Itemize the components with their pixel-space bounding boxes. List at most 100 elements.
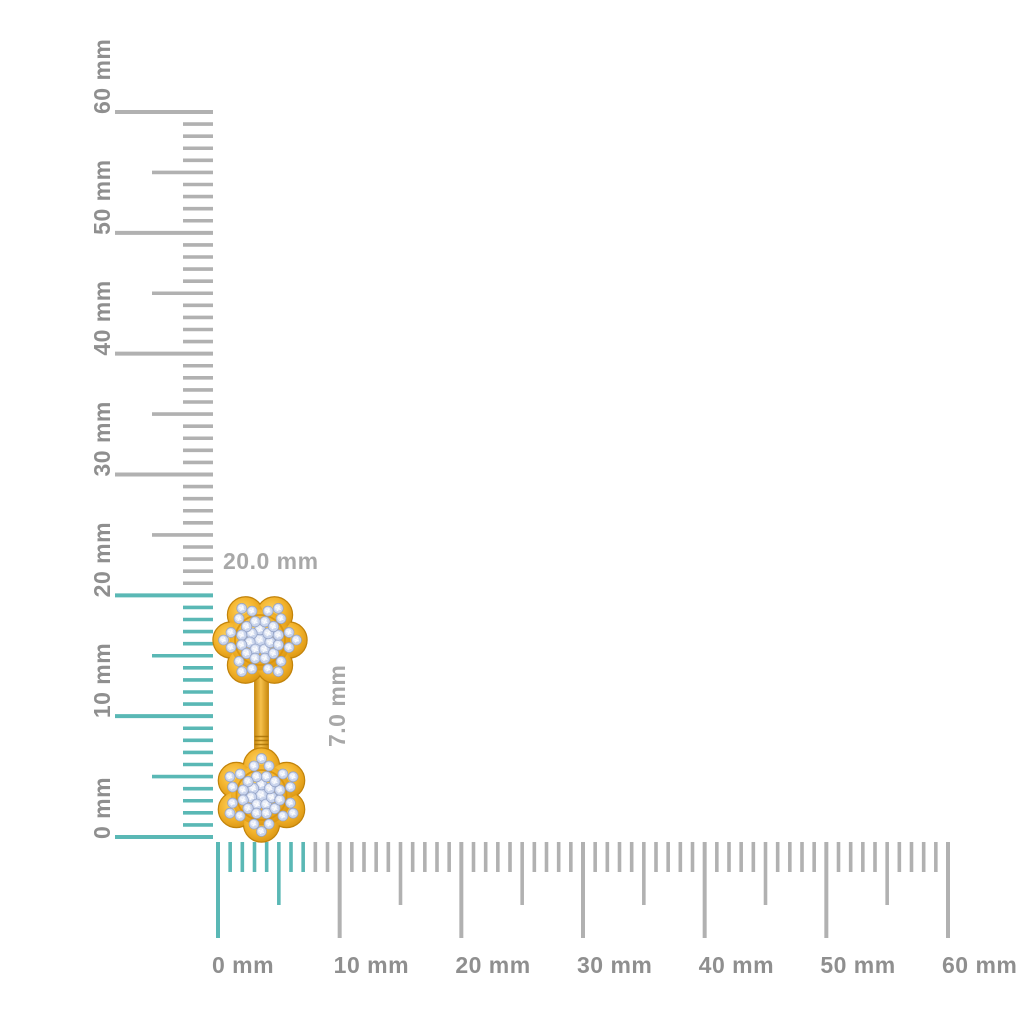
diamond-sparkle <box>237 771 243 777</box>
ruler-label: 0 mm <box>89 777 115 839</box>
diamond-sparkle <box>252 646 259 653</box>
diamond-sparkle <box>267 639 274 646</box>
diamond-sparkle <box>287 800 294 806</box>
gold-inner-ring <box>234 614 286 666</box>
connector-bar-body <box>254 669 269 753</box>
diamond-sparkle <box>263 801 269 808</box>
diamond-sparkle <box>265 630 272 637</box>
diamond-sparkle <box>278 615 284 622</box>
diamond-sparkle <box>277 787 283 793</box>
diamond-sparkle <box>243 623 250 630</box>
jewelry-earring <box>212 596 308 843</box>
ruler-label: 30 mm <box>89 401 115 476</box>
diamond-sparkle <box>266 763 272 769</box>
ruler-label: 20 mm <box>89 522 115 597</box>
diamond-sparkle <box>249 608 255 614</box>
diamond-sparkle <box>245 778 251 785</box>
width-annotation: 7.0 mm <box>324 665 350 747</box>
diamond-sparkle <box>290 774 296 780</box>
diamond-sparkle <box>270 650 277 657</box>
diamond-sparkle <box>275 605 281 612</box>
diamond-sparkle <box>253 773 260 780</box>
ruler-label: 40 mm <box>699 952 774 978</box>
diamond-sparkle <box>277 797 283 803</box>
diamond-sparkle <box>239 605 245 612</box>
height-annotation: 20.0 mm <box>223 548 319 574</box>
vertical-ruler: 0 mm 10 mm 20 mm 30 mm 40 mm 50 mm 60 mm <box>89 39 213 839</box>
diamond-sparkle <box>228 644 234 651</box>
ruler-label: 50 mm <box>820 952 895 978</box>
diamond-sparkle <box>251 763 257 769</box>
diamond-sparkle <box>290 810 296 816</box>
diamond-sparkle <box>280 771 286 777</box>
diamond-sparkle <box>265 666 271 672</box>
diamond-sparkle <box>272 778 278 785</box>
ruler-label: 30 mm <box>577 952 652 978</box>
diamond-sparkle <box>254 801 260 808</box>
connector-bar <box>254 669 269 753</box>
diamond-sparkle <box>240 787 246 793</box>
diamond-sparkle <box>266 821 272 827</box>
diamond-sparkle <box>252 618 258 625</box>
diamond-sparkle <box>240 797 246 803</box>
diamond-sparkle <box>272 805 278 812</box>
diamond-sparkle <box>268 794 275 801</box>
ruler-label: 0 mm <box>212 952 274 978</box>
diamond-sparkle <box>287 784 294 790</box>
diamond-sparkle <box>261 646 268 653</box>
diamond-sparkle <box>286 629 292 636</box>
diamond-sparkle <box>278 658 284 665</box>
diamond-sparkle <box>258 828 265 835</box>
ruler-label: 50 mm <box>89 159 115 234</box>
diamond-sparkle <box>262 618 268 625</box>
diamond-sparkle <box>229 800 236 806</box>
diamond-sparkle <box>280 813 286 819</box>
diamond-sparkle <box>258 781 265 788</box>
diamond-sparkle <box>266 785 273 792</box>
diamond-sparkle <box>220 637 227 643</box>
diamond-sparkle <box>293 637 300 643</box>
diamond-sparkle <box>237 813 243 819</box>
diamond-sparkle <box>252 655 258 662</box>
diamond-sparkle <box>248 630 255 637</box>
diamond-sparkle <box>270 623 277 630</box>
diamond-sparkle <box>246 639 253 646</box>
diamond-sparkle <box>227 810 233 816</box>
diamond-sparkle <box>227 774 233 780</box>
gold-inner-ring <box>235 769 288 821</box>
ruler-label: 10 mm <box>89 643 115 718</box>
diamond-sparkle <box>275 668 281 675</box>
diamond-sparkle <box>243 650 250 657</box>
diamond-sparkle <box>228 629 234 636</box>
diamond-sparkle <box>229 784 236 790</box>
horizontal-ruler: 0 mm 10 mm 20 mm 30 mm 40 mm 50 mm 60 mm <box>212 842 1017 978</box>
diamond-sparkle <box>258 755 265 762</box>
diamond-sparkle <box>248 794 255 801</box>
diamond-sparkle <box>253 810 260 817</box>
flower-cluster <box>212 596 308 684</box>
diamond-sparkle <box>251 821 257 827</box>
diamond-sparkle <box>263 773 270 780</box>
ruler-label: 60 mm <box>942 952 1017 978</box>
diamond-sparkle <box>258 791 265 799</box>
diamond-sparkle <box>249 666 255 672</box>
flower-cluster <box>217 747 306 843</box>
ruler-label: 10 mm <box>334 952 409 978</box>
diamond-sparkle <box>250 785 257 792</box>
diamond-sparkle <box>286 644 292 651</box>
diamond-sparkle <box>256 636 264 644</box>
diamond-sparkle <box>262 655 268 662</box>
ruler-label: 60 mm <box>89 39 115 114</box>
diamond-sparkle <box>275 632 282 638</box>
diamond-sparkle <box>236 658 242 665</box>
diamond-sparkle <box>275 642 282 648</box>
diamond-sparkle <box>245 805 251 812</box>
diamond-sparkle <box>238 642 245 648</box>
ruler-label: 40 mm <box>89 280 115 355</box>
diamond-sparkle <box>236 615 242 622</box>
diamond-sparkle <box>239 668 245 675</box>
ruler-label: 20 mm <box>455 952 530 978</box>
diamond-sparkle <box>265 608 271 614</box>
